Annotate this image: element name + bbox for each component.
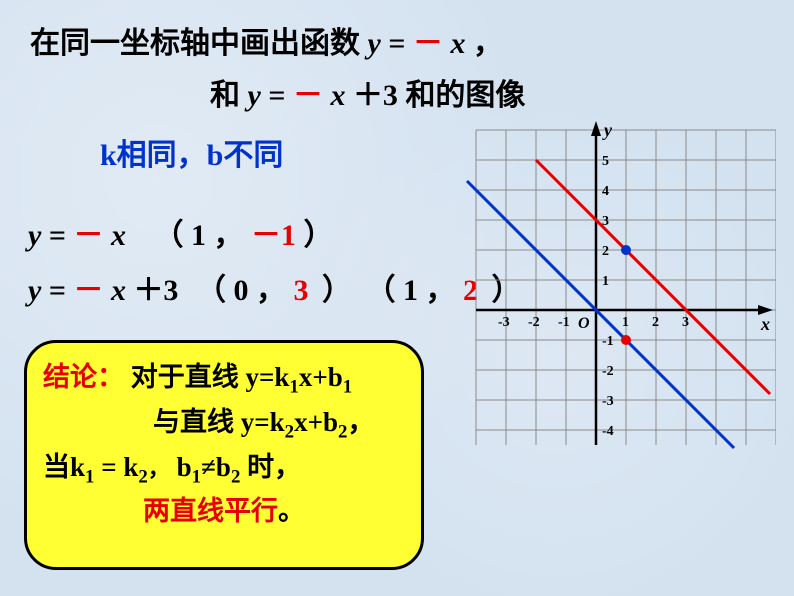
equals: =	[268, 79, 293, 112]
text: 在同一坐标轴中画出函数	[30, 27, 368, 60]
equals: =	[388, 27, 413, 60]
s: 1	[343, 376, 352, 397]
svg-text:-2: -2	[602, 364, 614, 379]
period: 。	[278, 496, 305, 526]
equation-1: y = － x （ 1 ， －1 ）	[28, 210, 333, 254]
pt1-open: （	[196, 274, 226, 307]
svg-text:2: 2	[602, 244, 609, 259]
var-x: x	[330, 79, 345, 112]
pt1-3: 3	[293, 274, 308, 307]
pt1-close: ）	[322, 274, 352, 307]
var-x: x	[111, 219, 126, 252]
t: b	[177, 452, 192, 482]
plus3: ＋3	[133, 274, 178, 307]
var-y: y	[368, 27, 381, 60]
pt-close: ）	[303, 219, 333, 252]
t: = k	[94, 452, 138, 482]
svg-text:1: 1	[602, 274, 609, 289]
t: x+b	[294, 407, 338, 437]
s: 2	[231, 466, 240, 487]
plus3: ＋3	[353, 79, 398, 112]
label: 结论：	[43, 362, 124, 392]
s: 2	[138, 466, 147, 487]
conclusion-line-2: 与直线 y=k2x+b2，	[43, 402, 405, 447]
svg-text:-4: -4	[602, 424, 614, 439]
var-x: x	[450, 27, 465, 60]
svg-text:1: 1	[622, 315, 629, 330]
t: 对于直线 y=k	[131, 362, 290, 392]
comma: ，	[347, 407, 374, 437]
neg: －	[73, 219, 103, 252]
svg-text:-3: -3	[498, 315, 510, 330]
var-y: y	[248, 79, 261, 112]
svg-text:4: 4	[602, 184, 609, 199]
neg: －	[73, 274, 103, 307]
var-y: y	[28, 274, 41, 307]
eq: =	[49, 274, 66, 307]
svg-text:3: 3	[682, 315, 689, 330]
neg: －	[413, 27, 443, 60]
svg-text:-3: -3	[602, 394, 614, 409]
conclusion-line-1: 结论： 对于直线 y=k1x+b1	[43, 357, 405, 402]
comma: ，	[148, 456, 170, 481]
conclusion-box: 结论： 对于直线 y=k1x+b1 与直线 y=k2x+b2， 当k1 = k2…	[24, 340, 424, 570]
t: ≠b	[201, 452, 231, 482]
pt2-open: （	[365, 274, 395, 307]
s: 1	[289, 376, 298, 397]
svg-text:y: y	[602, 120, 613, 140]
svg-text:O: O	[578, 315, 590, 332]
t: 时，	[240, 452, 301, 482]
pt-comma: ，	[213, 219, 243, 252]
t: 与直线 y=k	[153, 407, 285, 437]
pt1-0: 0	[233, 274, 248, 307]
pt2-1: 1	[403, 274, 418, 307]
suffix: 和的图像	[405, 79, 525, 112]
t: 当k	[43, 452, 85, 482]
prompt-line-1: 在同一坐标轴中画出函数 y = － x ，	[30, 18, 503, 62]
neg: －	[293, 79, 323, 112]
pt-1: 1	[191, 219, 206, 252]
pt1-comma: ，	[256, 274, 286, 307]
svg-text:-1: -1	[602, 334, 614, 349]
k-b-note: k相同，b不同	[100, 130, 283, 174]
pt-neg1: －1	[251, 219, 296, 252]
t: x+b	[299, 362, 343, 392]
eq: =	[49, 219, 74, 252]
svg-text:2: 2	[652, 315, 659, 330]
svg-text:3: 3	[602, 214, 609, 229]
comma: ，	[473, 27, 503, 60]
pt-open: （	[153, 219, 183, 252]
s: 1	[192, 466, 201, 487]
var-x: x	[111, 274, 126, 307]
conclusion-line-4: 两直线平行。	[43, 491, 405, 532]
svg-text:-1: -1	[558, 315, 570, 330]
s: 2	[285, 421, 294, 442]
text: 和	[210, 79, 240, 112]
svg-text:-2: -2	[528, 315, 540, 330]
conclusion-line-3: 当k1 = k2， b1≠b2 时，	[43, 447, 405, 492]
svg-text:5: 5	[602, 154, 609, 169]
var-y: y	[28, 219, 41, 252]
graph-svg: y x O -3 -2 -1 1 2 3 1 2 3 4 5 -1 -2 -3 -4	[436, 110, 776, 450]
svg-text:x: x	[760, 314, 770, 334]
coordinate-graph: y x O -3 -2 -1 1 2 3 1 2 3 4 5 -1 -2 -3 -4	[436, 110, 776, 450]
parallel-text: 两直线平行	[143, 496, 278, 526]
prompt-line-2: 和 y = － x ＋3 和的图像	[210, 70, 525, 114]
